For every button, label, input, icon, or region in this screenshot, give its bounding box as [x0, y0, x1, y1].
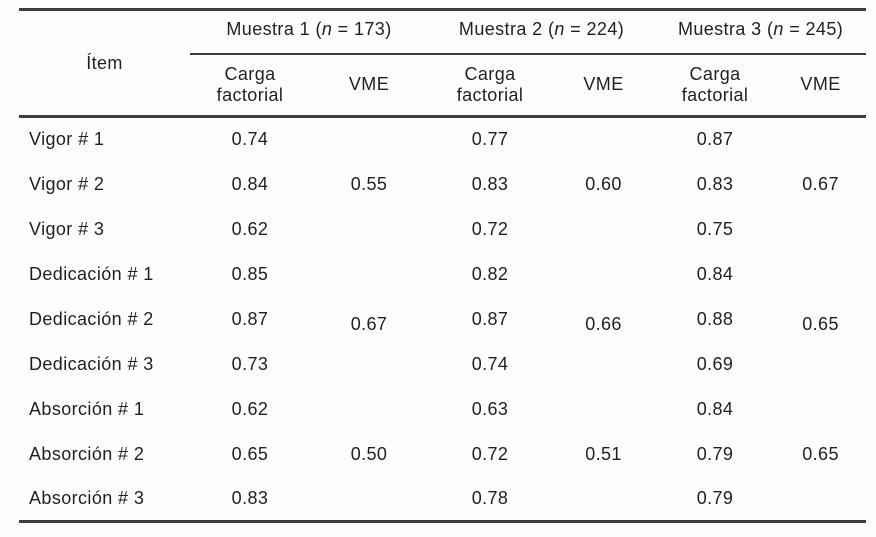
sample-2-n: n: [554, 19, 565, 40]
cell-carga-factorial: 0.87: [696, 129, 734, 150]
sample-3-n-value: = 245): [783, 19, 844, 40]
cell-carga-factorial: 0.79: [696, 487, 734, 508]
cell-vme: [552, 117, 655, 162]
cell-carga-factorial: 0.87: [471, 308, 509, 329]
cell-carga-factorial: 0.73: [231, 353, 269, 374]
cell-vme: [775, 477, 866, 522]
cell-vme: [552, 342, 655, 387]
cell-vme: [310, 342, 428, 387]
cell-vme: 0.66: [585, 313, 622, 334]
cell-vme: [552, 387, 655, 432]
item-label: Absorción # 1: [29, 398, 145, 419]
sample-1-n: n: [321, 19, 333, 40]
item-column-header: Ítem: [19, 9, 190, 118]
cell-carga-factorial: 0.84: [696, 263, 734, 284]
table-row: Vigor # 1 0.74 0.77 0.87: [19, 117, 866, 162]
carga-factorial-header-2: Carga factorial: [428, 53, 553, 118]
cell-vme: [552, 252, 655, 297]
table-row: Absorción # 3 0.83 0.78 0.79: [19, 477, 866, 522]
cell-vme: [775, 117, 866, 162]
carga-factorial-header-3: Carga factorial: [655, 53, 776, 118]
sample-2-header: Muestra 2 (n = 224): [428, 9, 656, 55]
cell-carga-factorial: 0.85: [231, 263, 269, 284]
table-row: Vigor # 2 0.84 0.55 0.83 0.60 0.83 0.67: [19, 162, 866, 207]
sample-2-n-value: = 224): [564, 19, 625, 40]
sample-1-label: Muestra 1 (: [226, 19, 322, 40]
cell-vme: [310, 477, 428, 522]
cell-carga-factorial: 0.83: [231, 487, 269, 508]
cell-carga-factorial: 0.87: [231, 308, 269, 329]
cell-vme: [310, 207, 428, 252]
cell-carga-factorial: 0.72: [471, 218, 509, 239]
cell-carga-factorial: 0.62: [231, 398, 269, 419]
item-label: Dedicación # 2: [29, 308, 154, 329]
cell-carga-factorial: 0.69: [696, 353, 734, 374]
factor-loadings-table-container: Ítem Muestra 1 (n = 173) Muestra 2 (n = …: [19, 8, 867, 523]
cell-vme: 0.67: [350, 313, 388, 334]
cell-vme: [552, 207, 655, 252]
sample-1-n-value: = 173): [332, 19, 392, 40]
cell-carga-factorial: 0.74: [471, 353, 509, 374]
cell-vme: 0.65: [802, 313, 839, 334]
cell-vme: [310, 252, 428, 297]
cell-carga-factorial: 0.62: [231, 218, 269, 239]
cell-carga-factorial: 0.78: [471, 487, 509, 508]
cell-vme: [552, 477, 655, 522]
cell-carga-factorial: 0.88: [696, 308, 734, 329]
table-row: Absorción # 2 0.65 0.50 0.72 0.51 0.79 0…: [19, 432, 866, 477]
sample-3-header: Muestra 3 (n = 245): [655, 9, 867, 55]
table-row: Dedicación # 1 0.85 0.82 0.84: [19, 252, 866, 297]
vme-header-1: VME: [310, 53, 429, 118]
cell-vme: 0.65: [802, 443, 839, 464]
carga-factorial-header-1: Carga factorial: [190, 53, 310, 118]
cell-vme: [310, 387, 428, 432]
item-label: Dedicación # 1: [29, 263, 154, 284]
cell-carga-factorial: 0.74: [231, 129, 269, 150]
sample-2-label: Muestra 2 (: [458, 19, 555, 40]
cell-carga-factorial: 0.77: [471, 129, 509, 150]
sample-1-header: Muestra 1 (n = 173): [190, 9, 429, 55]
cell-vme: [310, 117, 428, 162]
item-label: Vigor # 2: [29, 173, 105, 194]
measure-header-row: Carga factorial VME Carga factorial VME Ca…: [19, 53, 867, 118]
sample-3-n: n: [773, 19, 784, 40]
vme-header-3: VME: [775, 53, 867, 118]
table-row: Dedicación # 2 0.87 0.67 0.87 0.66 0.88 …: [19, 297, 866, 342]
cell-carga-factorial: 0.83: [696, 173, 734, 194]
table-row: Absorción # 1 0.62 0.63 0.84: [19, 387, 866, 432]
cell-carga-factorial: 0.65: [231, 443, 269, 464]
cell-carga-factorial: 0.79: [696, 443, 734, 464]
cell-carga-factorial: 0.84: [231, 173, 269, 194]
cell-carga-factorial: 0.72: [471, 443, 509, 464]
cell-vme: [775, 252, 866, 297]
cell-vme: [775, 207, 866, 252]
item-label: Absorción # 2: [29, 443, 145, 464]
item-label: Vigor # 1: [29, 129, 105, 150]
item-label: Dedicación # 3: [29, 353, 154, 374]
cell-vme: 0.60: [585, 173, 622, 194]
table-row: Dedicación # 3 0.73 0.74 0.69: [19, 342, 866, 387]
cell-vme: [775, 342, 866, 387]
cell-vme: 0.55: [350, 173, 388, 194]
cell-vme: [775, 387, 866, 432]
cell-carga-factorial: 0.83: [471, 173, 509, 194]
factor-loadings-table: Ítem Muestra 1 (n = 173) Muestra 2 (n = …: [19, 8, 867, 523]
sample-header-row: Ítem Muestra 1 (n = 173) Muestra 2 (n = …: [19, 9, 867, 118]
sample-3-label: Muestra 3 (: [677, 19, 774, 40]
cell-carga-factorial: 0.63: [471, 398, 509, 419]
cell-carga-factorial: 0.82: [471, 263, 509, 284]
item-label: Vigor # 3: [29, 218, 105, 239]
cell-vme: 0.67: [802, 173, 839, 194]
table-row: Vigor # 3 0.62 0.72 0.75: [19, 207, 866, 252]
cell-carga-factorial: 0.84: [696, 398, 734, 419]
cell-vme: 0.50: [350, 443, 388, 464]
cell-vme: 0.51: [585, 443, 622, 464]
vme-header-2: VME: [552, 53, 656, 118]
cell-carga-factorial: 0.75: [696, 218, 734, 239]
item-label: Absorción # 3: [29, 487, 145, 508]
